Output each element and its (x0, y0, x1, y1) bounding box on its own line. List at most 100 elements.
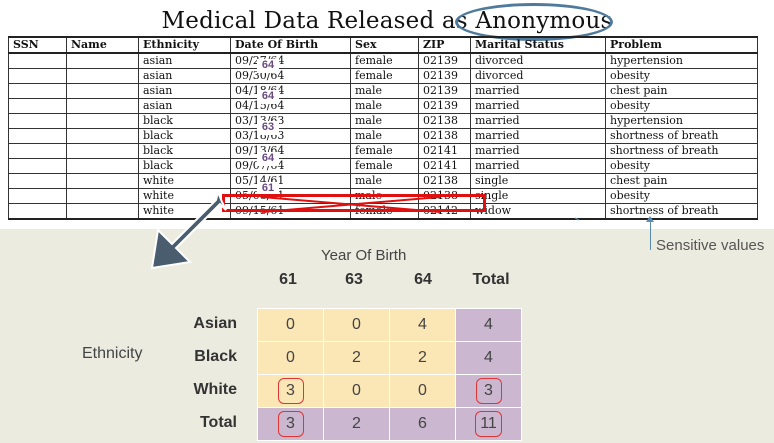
cell-marital-status: divorced (470, 53, 606, 69)
header-ssn: SSN (8, 36, 67, 54)
cell-problem: hypertension (605, 113, 758, 129)
cell-ethnicity: black (138, 128, 231, 144)
year-group-label: 64 (257, 152, 279, 166)
table-row: 3 2 6 11 (257, 407, 522, 441)
cell-zip: 02139 (418, 83, 471, 99)
cell-name (66, 143, 139, 159)
column-header-63: 63 (345, 271, 363, 288)
row-header-total: Total (199, 414, 237, 431)
count-cell: 0 (323, 374, 390, 408)
cell-marital-status: single (470, 173, 606, 189)
cell-ssn (8, 128, 67, 144)
cell-zip: 02138 (418, 128, 471, 144)
cell-problem: chest pain (605, 173, 758, 189)
cell-sex: female (350, 68, 419, 84)
cell-ethnicity: asian (138, 53, 231, 69)
table-row: 0 0 4 4 (257, 308, 522, 342)
table-row: black 09/13/64 female 02141 married shortness… (8, 143, 758, 159)
cell-marital-status: married (470, 128, 606, 144)
cell-ethnicity: asian (138, 98, 231, 114)
header-ethnicity: Ethnicity (138, 36, 231, 54)
year-of-birth-label: Year Of Birth (321, 247, 407, 264)
cell-problem: shortness of breath (605, 203, 758, 220)
table-row: asian 09/30/64 female 02139 divorced obesity (8, 68, 758, 84)
cell-ethnicity: black (138, 113, 231, 129)
aggregate-count-table: 0 0 4 4 0 2 2 4 3 0 0 3 3 2 6 11 (257, 308, 522, 441)
cell-name (66, 173, 139, 189)
cell-marital-status: married (470, 113, 606, 129)
table-row: white 05/14/61 male 02138 single chest pain (8, 173, 758, 189)
cell-ssn (8, 68, 67, 84)
total-cell-circled: 3 (455, 374, 522, 408)
cell-zip: 02139 (418, 53, 471, 69)
total-cell: 6 (389, 407, 456, 441)
page-title: Medical Data Released as Anonymous (161, 8, 613, 34)
cell-date-of-birth: 09/13/64 (230, 143, 351, 159)
cell-name (66, 98, 139, 114)
cell-problem: obesity (605, 98, 758, 114)
circled-value: 3 (475, 378, 502, 404)
table-row: asian 04/15/64 male 02139 married obesity (8, 98, 758, 114)
cell-marital-status: single (470, 188, 606, 204)
reidentified-record-box (222, 194, 486, 212)
table-row: 3 0 0 3 (257, 374, 522, 408)
total-cell-circled: 11 (455, 407, 522, 441)
cell-ssn (8, 98, 67, 114)
cell-name (66, 128, 139, 144)
total-cell-circled: 3 (257, 407, 324, 441)
row-header-asian: Asian (193, 315, 237, 332)
cell-marital-status: married (470, 83, 606, 99)
cell-zip: 02138 (418, 173, 471, 189)
header-marital-status: Marital Status (470, 36, 606, 54)
cell-ssn (8, 83, 67, 99)
year-group-label: 64 (257, 59, 279, 73)
year-group-label: 63 (257, 121, 279, 135)
cell-ethnicity: white (138, 173, 231, 189)
cell-name (66, 203, 139, 220)
cell-ssn (8, 188, 67, 204)
cell-ssn (8, 203, 67, 220)
cell-date-of-birth: 09/30/64 (230, 68, 351, 84)
count-cell: 4 (389, 308, 456, 342)
table-row: asian09/27/64female02139divorcedhyperten… (8, 53, 758, 69)
cell-ethnicity: black (138, 158, 231, 174)
header-sex: Sex (350, 36, 419, 54)
cell-ssn (8, 158, 67, 174)
table-row: black 03/18/63 male 02138 married shortness o… (8, 128, 758, 144)
cell-problem: obesity (605, 68, 758, 84)
cell-date-of-birth: 04/18/64 (230, 83, 351, 99)
table-header-row: SSN Name Ethnicity Date Of Birth Sex ZIP… (8, 36, 758, 54)
cell-ethnicity: black (138, 143, 231, 159)
cell-marital-status: married (470, 98, 606, 114)
cell-sex: male (350, 98, 419, 114)
cell-zip: 02139 (418, 98, 471, 114)
cell-problem: shortness of breath (605, 143, 758, 159)
ethnicity-label: Ethnicity (82, 345, 143, 362)
cell-sex: female (350, 158, 419, 174)
cell-sex: male (350, 128, 419, 144)
cell-problem: hypertension (605, 53, 758, 69)
cell-marital-status: widow (470, 203, 606, 220)
total-cell: 4 (455, 341, 522, 375)
count-cell: 0 (389, 374, 456, 408)
cell-sex: male (350, 83, 419, 99)
cell-date-of-birth: 03/18/63 (230, 128, 351, 144)
cell-marital-status: married (470, 143, 606, 159)
sensitive-pointer-line (650, 220, 651, 250)
cell-sex: female (350, 53, 419, 69)
cell-ethnicity: white (138, 188, 231, 204)
cell-name (66, 113, 139, 129)
header-date-of-birth: Date Of Birth (230, 36, 351, 54)
cell-problem: chest pain (605, 83, 758, 99)
header-problem: Problem (605, 36, 758, 54)
table-row: white 09/15/61 female 02142 widow shortness o… (8, 203, 758, 220)
cell-marital-status: married (470, 158, 606, 174)
table-row: 0 2 2 4 (257, 341, 522, 375)
header-name: Name (66, 36, 139, 54)
cell-sex: female (350, 143, 419, 159)
sensitive-values-label: Sensitive values (656, 237, 765, 254)
cell-ssn (8, 173, 67, 189)
circled-value: 3 (277, 411, 304, 437)
